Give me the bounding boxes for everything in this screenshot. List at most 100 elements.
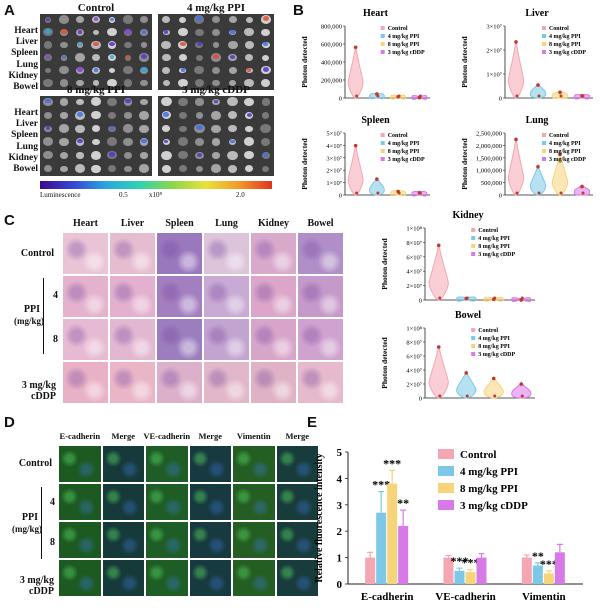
- y-tick-label: 2×10⁷: [326, 168, 342, 175]
- colorbar-unit: x10⁸: [149, 191, 162, 199]
- violin-point: [465, 394, 469, 398]
- organ-tissue: [261, 98, 270, 106]
- organ-tissue: [43, 41, 53, 49]
- organ-tissue: [161, 53, 171, 62]
- violin-point: [375, 177, 379, 181]
- bar-1-3: [476, 557, 487, 584]
- legend-swatch: [471, 344, 476, 348]
- if-tile: [58, 559, 102, 597]
- organ-tissue: [227, 40, 238, 50]
- luminescence-signal: [77, 67, 83, 72]
- he-column-bowel: Bowel: [307, 218, 334, 229]
- colorbar-label: Luminescence: [40, 191, 81, 199]
- violin-point: [491, 376, 496, 381]
- luminescence-signal: [93, 17, 99, 21]
- bar-legend-swatch: [438, 449, 454, 459]
- violin-point: [397, 191, 401, 195]
- luminescence-signal: [61, 29, 67, 34]
- if-column-5: Merge: [285, 431, 310, 441]
- legend-swatch: [471, 352, 476, 356]
- luminescence-signal: [76, 111, 84, 117]
- organ-tissue: [227, 97, 238, 107]
- violin-heart-0: [347, 45, 364, 99]
- organ-label-lung: Lung: [16, 141, 38, 152]
- organ-label-bowel: Bowel: [13, 82, 38, 93]
- organ-tissue: [90, 97, 102, 107]
- organ-tissue: [244, 41, 254, 49]
- legend-swatch: [380, 26, 385, 30]
- organ-tissue: [107, 165, 117, 173]
- violin-lung-3: [573, 184, 591, 196]
- organ-label-kidney: Kidney: [8, 70, 38, 81]
- violin-chart-spleen: Spleen 0 1×10⁷ 2×10⁷ 3×10⁷ 4×10⁷ 5×10⁷ Photon d…: [300, 115, 430, 200]
- bar-y-tick-label: 1: [337, 553, 343, 565]
- y-tick-label: 0: [339, 193, 342, 200]
- violin-point: [397, 94, 401, 98]
- organ-tissue: [123, 79, 133, 87]
- legend-swatch: [541, 133, 546, 137]
- violin-chart-lung: Lung 0 500,000 1,000,000 1,500,000 2,000,000 2…: [460, 115, 593, 200]
- organ-tissue: [195, 112, 204, 119]
- organ-tissue: [161, 97, 172, 107]
- organ-tissue: [138, 110, 150, 120]
- significance-mark: **: [397, 496, 409, 510]
- if-row-dose-4: 4: [50, 497, 55, 508]
- organ-tissue: [262, 165, 270, 172]
- legend-swatch: [380, 141, 385, 145]
- he-column-kidney: Kidney: [257, 218, 290, 229]
- he-tile: [297, 275, 344, 318]
- if-column-1: Merge: [111, 431, 136, 441]
- if-tile: [58, 521, 102, 559]
- he-row-dose-4: 4: [53, 290, 58, 301]
- organ-tissue: [124, 165, 132, 172]
- significance-mark: ***: [451, 554, 469, 568]
- y-axis-label: Photon detected: [380, 336, 389, 388]
- luminescence-signal: [164, 139, 169, 144]
- he-tile: [203, 232, 250, 275]
- violin-liver-0: [507, 40, 525, 99]
- luminescence-signal: [77, 29, 83, 34]
- violin-title-kidney: Kidney: [452, 210, 483, 221]
- organ-tissue: [194, 65, 205, 75]
- y-tick-label: 1×10⁷: [326, 180, 342, 187]
- he-row-dose-8: 8: [53, 334, 58, 345]
- group-title-2: 8 mg/kg PPI: [66, 84, 126, 96]
- bar-1-0: [443, 557, 454, 584]
- organ-tissue: [195, 165, 204, 172]
- he-tile: [156, 275, 203, 318]
- violin-lung-1: [529, 163, 547, 196]
- organ-image-2: [40, 96, 152, 176]
- bar-legend-text: Control: [460, 449, 496, 461]
- panel-label-a: A: [4, 2, 15, 19]
- organ-tissue: [140, 79, 148, 87]
- legend-text: 3 mg/kg cDDP: [549, 157, 586, 163]
- legend-text: Control: [478, 228, 498, 234]
- panel-label-e: E: [307, 414, 318, 431]
- he-tile: [62, 361, 109, 404]
- colorbar-tick-low: 0.5: [119, 191, 128, 199]
- luminescence-signal: [140, 54, 147, 60]
- significance-mark: ***: [372, 478, 390, 492]
- organ-labels-1: Heart Liver Spleen Lung Kidney Bowel: [4, 26, 38, 93]
- organ-tissue: [58, 65, 69, 75]
- luminescence-signal: [109, 17, 115, 21]
- legend-swatch: [380, 133, 385, 137]
- luminescence-signal: [196, 152, 202, 157]
- organ-tissue: [107, 111, 117, 119]
- organ-tissue: [177, 137, 189, 147]
- legend-text: 8 mg/kg PPI: [478, 344, 510, 350]
- he-tile: [62, 232, 109, 275]
- legend-text: 3 mg/kg cDDP: [549, 50, 586, 56]
- violin-point: [353, 45, 358, 50]
- significance-mark: **: [532, 549, 544, 563]
- y-tick-label: 1×10⁸: [406, 226, 422, 233]
- if-column-2: VE-cadherin: [143, 431, 191, 441]
- luminescence-signal: [141, 29, 147, 34]
- legend-swatch: [380, 157, 385, 161]
- he-tile: [62, 275, 109, 318]
- organ-tissue: [106, 27, 117, 37]
- organ-tissue: [244, 78, 255, 88]
- legend-text: Control: [388, 133, 408, 139]
- violin-point: [520, 296, 524, 300]
